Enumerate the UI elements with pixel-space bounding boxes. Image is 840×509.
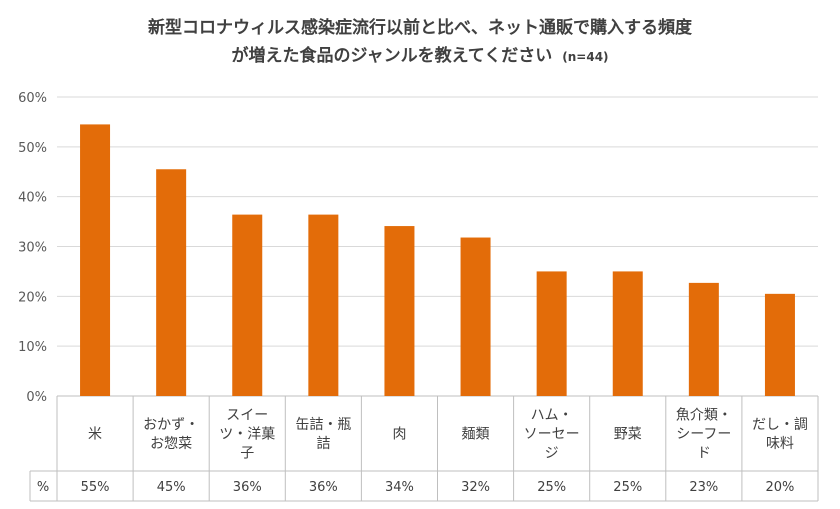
x-category-label: ハム・ソーセージ: [524, 408, 580, 462]
chart-title-line1: 新型コロナウィルス感染症流行以前と比べ、ネット通販で購入する頻度: [148, 18, 692, 38]
x-category-label-line: ツ・洋菓: [219, 427, 275, 443]
value-label: 55%: [81, 480, 110, 495]
bar: [232, 214, 263, 396]
x-category-label-line: ハム・: [531, 408, 573, 424]
x-category-label-line: スイー: [226, 408, 268, 424]
y-tick-label: 60%: [18, 91, 47, 106]
value-label: 34%: [385, 480, 414, 495]
value-label: 20%: [765, 480, 794, 495]
x-category-label: 麺類: [462, 427, 490, 443]
chart-title: 新型コロナウィルス感染症流行以前と比べ、ネット通販で購入する頻度 が増えた食品の…: [0, 14, 840, 71]
x-category-label-line: 味料: [766, 436, 794, 452]
x-category-label-line: ド: [697, 446, 711, 462]
bar: [80, 124, 111, 397]
value-label: 36%: [233, 480, 262, 495]
x-category-label-line: 子: [240, 446, 254, 462]
bar: [384, 226, 415, 396]
x-category-label-line: 米: [88, 427, 102, 443]
x-category-label-line: 缶詰・瓶: [295, 417, 351, 433]
x-category-label-line: だし・調: [752, 417, 808, 433]
y-tick-label: 10%: [18, 340, 47, 355]
x-category-label: 野菜: [614, 427, 642, 443]
bar: [308, 214, 339, 396]
x-category-label-line: シーフー: [676, 427, 731, 443]
bar: [536, 271, 567, 396]
x-category-label-line: 詰: [316, 436, 330, 452]
bar: [156, 169, 187, 396]
bar: [688, 282, 719, 396]
x-category-label: 肉: [392, 427, 406, 443]
x-category-label-line: おかず・: [143, 417, 199, 433]
x-category-label: 魚介類・シーフード: [676, 408, 732, 462]
value-label: 32%: [461, 480, 490, 495]
bar: [764, 293, 795, 396]
x-category-label-line: 野菜: [614, 427, 642, 443]
x-category-label-line: ソーセー: [524, 427, 580, 443]
y-tick-label: 40%: [18, 191, 47, 206]
y-tick-label: 30%: [18, 241, 47, 256]
table-row-label: %: [37, 480, 49, 495]
x-category-label: だし・調味料: [752, 417, 808, 452]
value-label: 25%: [613, 480, 642, 495]
x-category-label-line: ジ: [545, 446, 559, 462]
bar: [460, 237, 491, 396]
bar: [612, 271, 643, 396]
y-tick-label: 0%: [26, 390, 47, 405]
value-label: 23%: [689, 480, 718, 495]
value-label: 45%: [157, 480, 186, 495]
y-tick-label: 50%: [18, 141, 47, 156]
x-category-label-line: 魚介類・: [676, 408, 732, 424]
x-category-label-line: お惣菜: [150, 436, 192, 452]
x-category-label: スイーツ・洋菓子: [219, 408, 275, 462]
x-category-label: 米: [88, 427, 102, 443]
x-category-label-line: 肉: [392, 427, 406, 443]
value-label: 25%: [537, 480, 566, 495]
value-label: 36%: [309, 480, 338, 495]
x-category-label: 缶詰・瓶詰: [295, 417, 351, 452]
chart-title-line2: が増えた食品のジャンルを教えてください (n=44): [0, 42, 840, 71]
x-category-label: おかず・お惣菜: [143, 417, 199, 452]
chart-title-line2-text: が増えた食品のジャンルを教えてください: [231, 46, 553, 66]
y-tick-label: 20%: [18, 290, 47, 305]
x-category-label-line: 麺類: [462, 427, 490, 443]
sample-size-label: (n=44): [562, 50, 609, 64]
